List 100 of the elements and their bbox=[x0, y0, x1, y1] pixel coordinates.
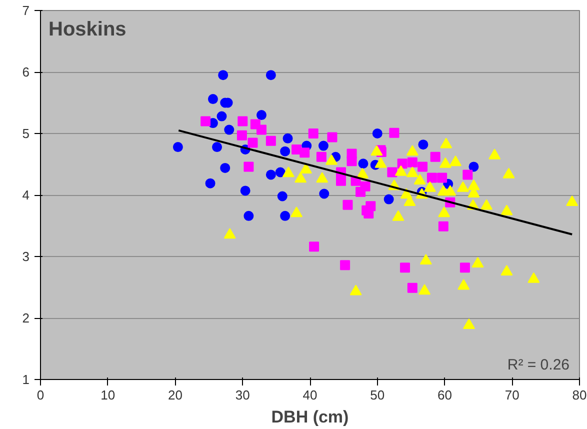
point bbox=[172, 142, 183, 152]
point bbox=[248, 138, 258, 148]
point bbox=[389, 128, 400, 138]
point bbox=[356, 168, 369, 178]
point bbox=[280, 210, 290, 221]
point bbox=[439, 157, 452, 168]
x-tick-label: 30 bbox=[235, 388, 250, 402]
point bbox=[407, 282, 418, 293]
point bbox=[358, 158, 368, 169]
point bbox=[366, 201, 376, 212]
annotation: R² = 0.26 bbox=[507, 356, 570, 374]
point bbox=[394, 165, 407, 176]
point bbox=[316, 172, 328, 183]
y-tick-label: 7 bbox=[22, 3, 30, 18]
point bbox=[319, 188, 330, 199]
y-tick-label: 4 bbox=[22, 188, 30, 202]
y-tick-label: 5 bbox=[22, 126, 30, 141]
point bbox=[236, 130, 247, 140]
x-tick-label: 10 bbox=[100, 388, 116, 402]
x-tick-label: 80 bbox=[572, 388, 587, 402]
point bbox=[208, 94, 218, 104]
point bbox=[406, 145, 418, 156]
point bbox=[374, 157, 387, 168]
point bbox=[280, 146, 290, 156]
x-tick-label: 40 bbox=[302, 388, 318, 402]
point bbox=[384, 194, 394, 204]
point bbox=[468, 162, 479, 172]
point bbox=[458, 279, 470, 290]
point bbox=[275, 167, 286, 178]
point bbox=[370, 145, 383, 156]
point bbox=[277, 191, 288, 202]
point bbox=[426, 172, 437, 183]
point bbox=[220, 162, 230, 173]
point bbox=[300, 148, 310, 158]
point bbox=[418, 140, 428, 150]
point bbox=[450, 156, 462, 166]
point bbox=[360, 181, 370, 192]
x-tick-label: 0 bbox=[36, 388, 44, 402]
point bbox=[438, 221, 448, 232]
y-tick-label: 2 bbox=[22, 310, 30, 326]
point bbox=[480, 199, 493, 210]
y-tick-label: 6 bbox=[22, 64, 30, 80]
point bbox=[290, 206, 303, 218]
point bbox=[462, 170, 473, 180]
point bbox=[346, 156, 357, 166]
point bbox=[397, 158, 408, 169]
point bbox=[340, 260, 350, 270]
point bbox=[372, 128, 382, 138]
point bbox=[400, 262, 410, 273]
point bbox=[440, 138, 452, 148]
point bbox=[350, 284, 362, 296]
point bbox=[205, 178, 216, 188]
point bbox=[240, 186, 250, 196]
point bbox=[438, 206, 450, 218]
point bbox=[200, 116, 211, 126]
point bbox=[437, 172, 448, 183]
point bbox=[244, 210, 254, 221]
point bbox=[424, 181, 436, 192]
point bbox=[502, 168, 515, 178]
point bbox=[266, 170, 276, 180]
point bbox=[566, 196, 578, 206]
point bbox=[318, 140, 328, 151]
point bbox=[406, 166, 418, 178]
point bbox=[430, 152, 440, 162]
point bbox=[407, 157, 418, 168]
point bbox=[256, 124, 266, 135]
x-tick-label: 20 bbox=[168, 388, 182, 402]
point bbox=[224, 124, 234, 135]
point bbox=[460, 262, 470, 273]
point bbox=[472, 257, 484, 268]
chart-title: Hoskins bbox=[48, 18, 126, 40]
x-tick-label: 70 bbox=[504, 388, 520, 402]
point bbox=[266, 136, 276, 146]
y-tick-label: 1 bbox=[22, 372, 30, 387]
point bbox=[212, 142, 222, 152]
point bbox=[336, 176, 346, 186]
point bbox=[308, 128, 318, 138]
point bbox=[342, 200, 353, 210]
point bbox=[414, 174, 426, 185]
point bbox=[500, 204, 513, 216]
y-tick-label: 3 bbox=[22, 249, 30, 264]
point bbox=[418, 284, 431, 295]
point bbox=[420, 254, 432, 264]
point bbox=[326, 154, 338, 165]
x-tick-label: 60 bbox=[438, 388, 452, 402]
point bbox=[387, 167, 398, 178]
point bbox=[392, 210, 404, 221]
point bbox=[218, 70, 228, 80]
x-tick-label: 50 bbox=[370, 388, 385, 402]
point bbox=[256, 110, 266, 120]
point bbox=[266, 70, 276, 80]
point bbox=[309, 242, 320, 252]
point bbox=[418, 162, 428, 172]
point bbox=[238, 116, 248, 126]
point bbox=[444, 185, 456, 196]
point bbox=[282, 133, 293, 144]
point bbox=[456, 181, 469, 192]
point bbox=[327, 132, 338, 142]
x-axis-title: DBH (cm) bbox=[271, 408, 349, 426]
point bbox=[463, 318, 476, 330]
